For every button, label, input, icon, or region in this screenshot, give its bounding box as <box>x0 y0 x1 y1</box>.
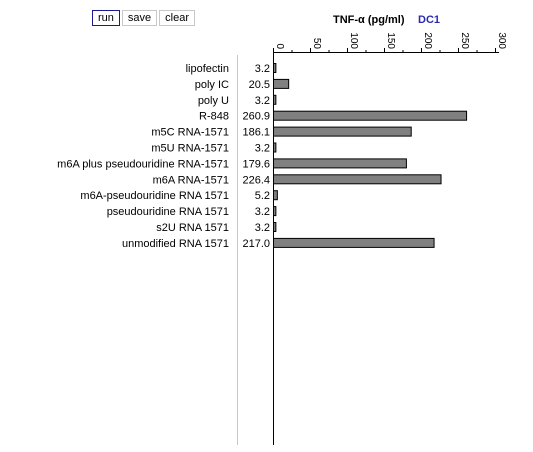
category-label: m6A-pseudouridine RNA 1571 <box>80 190 229 202</box>
category-label: lipofectin <box>186 63 229 75</box>
bar <box>273 63 277 73</box>
value-label: 217.0 <box>242 238 270 250</box>
value-label: 179.6 <box>242 158 270 170</box>
x-tick-label: 50 <box>311 38 322 50</box>
chart-subtitle: DC1 <box>418 14 440 26</box>
value-label: 226.4 <box>242 174 270 186</box>
bar <box>273 110 468 121</box>
category-label: m6A plus pseudouridine RNA-1571 <box>57 158 229 170</box>
category-label: m5C RNA-1571 <box>151 127 229 139</box>
value-label: 186.1 <box>242 127 270 139</box>
bar <box>273 94 277 105</box>
category-label: pseudouridine RNA 1571 <box>107 206 229 218</box>
bar <box>273 190 278 201</box>
x-tick-label: 200 <box>422 32 433 49</box>
value-label: 3.2 <box>255 63 270 75</box>
x-axis: 0 50 100 150 200 250 300 <box>237 32 507 445</box>
category-label: m5U RNA-1571 <box>151 143 229 155</box>
clear-button[interactable]: clear <box>159 10 195 26</box>
x-tick-label: 250 <box>459 32 470 49</box>
save-button[interactable]: save <box>121 10 158 26</box>
category-label: s2U RNA 1571 <box>156 222 229 234</box>
x-tick-label: 0 <box>274 43 285 49</box>
x-tick-label: 300 <box>496 32 507 49</box>
category-label: m6A RNA-1571 <box>153 174 229 186</box>
category-label: poly IC <box>195 79 229 91</box>
toolbar: run save clear <box>92 10 197 26</box>
category-label: R-848 <box>199 111 229 123</box>
bar <box>273 126 412 137</box>
bar <box>273 158 407 169</box>
value-label: 20.5 <box>249 79 270 91</box>
bar <box>273 78 290 89</box>
category-label: unmodified RNA 1571 <box>122 238 229 250</box>
bars: lipofectin 3.2 poly IC 20.5 poly U 3.2 R-848 26… <box>57 63 468 250</box>
chart-title: TNF-α (pg/ml) <box>333 14 405 26</box>
run-button[interactable]: run <box>92 10 120 26</box>
bar <box>273 142 277 153</box>
bar <box>273 174 442 185</box>
value-label: 260.9 <box>242 111 270 123</box>
bar <box>273 206 277 217</box>
bar <box>273 222 277 232</box>
bar <box>273 237 435 248</box>
category-label: poly U <box>198 95 229 107</box>
x-tick-label: 100 <box>348 32 359 49</box>
value-label: 3.2 <box>255 143 270 155</box>
value-label: 3.2 <box>255 222 270 234</box>
value-label: 3.2 <box>255 206 270 218</box>
value-label: 5.2 <box>255 190 270 202</box>
x-tick-label: 150 <box>385 32 396 49</box>
value-label: 3.2 <box>255 95 270 107</box>
